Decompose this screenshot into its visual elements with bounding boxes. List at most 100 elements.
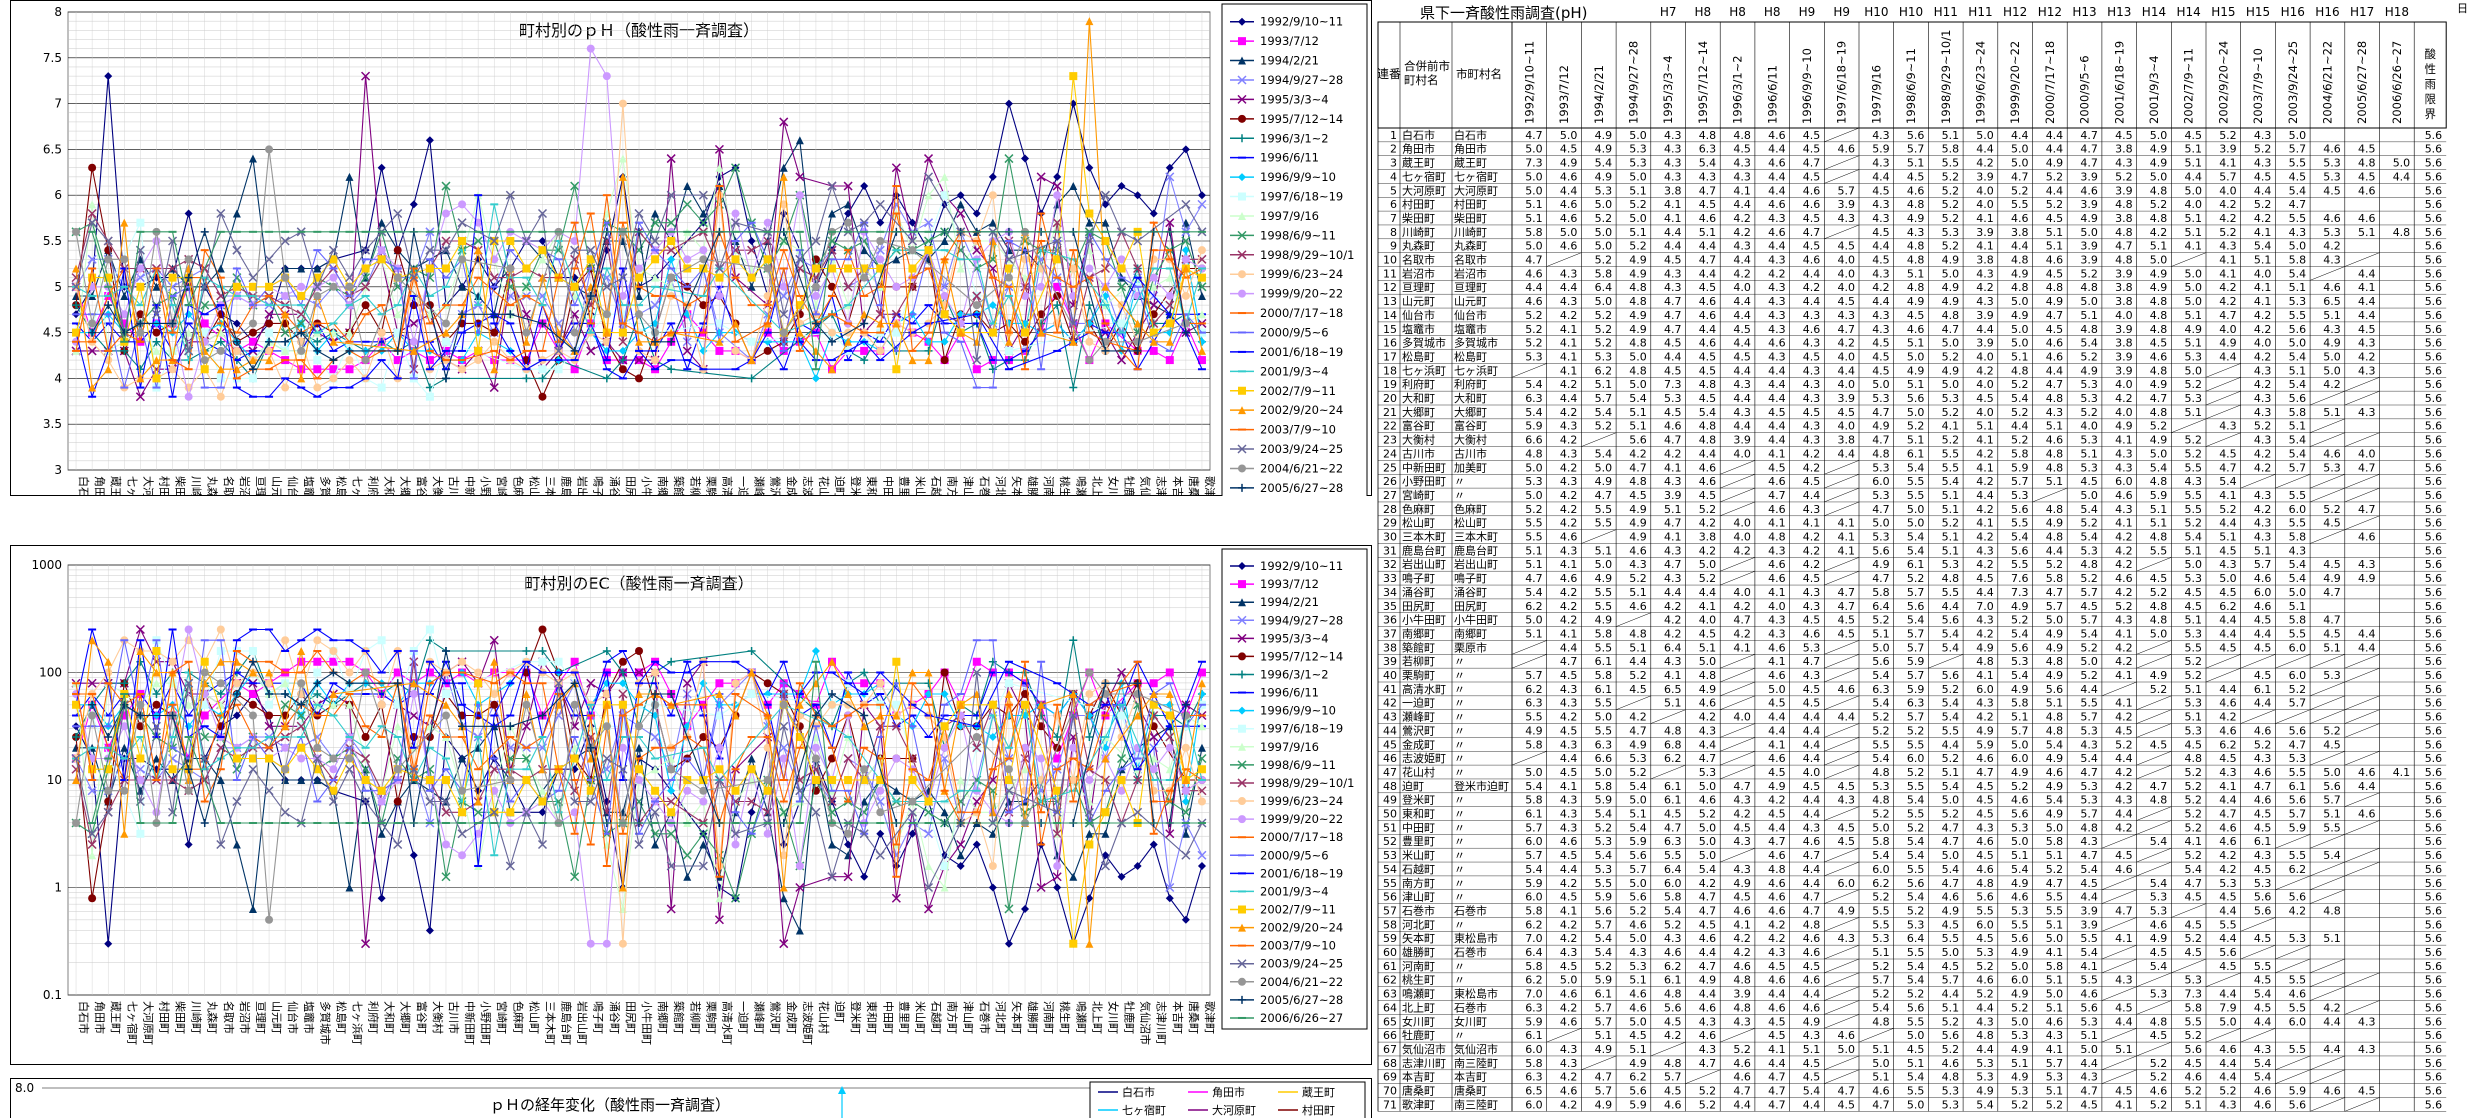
data-point [168, 753, 178, 764]
data-point [329, 786, 338, 795]
data-point [393, 246, 402, 255]
cell-value: 4.5 [1699, 281, 1717, 294]
data-point [763, 829, 772, 838]
cell-value: 5.7 [2289, 143, 2307, 156]
data-point [329, 657, 338, 666]
row-name: 松島町 [1454, 349, 1487, 363]
data-point [618, 743, 627, 752]
cell-value: 4.3 [1664, 170, 1682, 183]
data-point [297, 365, 306, 374]
x-tick-label: 多賀城市 [318, 476, 332, 496]
data-point [683, 255, 692, 264]
data-point [490, 365, 499, 374]
legend-swatch-marker [1238, 905, 1246, 914]
data-point [474, 679, 483, 688]
x-tick-label: 亘理町 [254, 476, 267, 496]
cell-value: 5.2 [2080, 517, 2098, 530]
cell-value: 4.8 [2115, 254, 2133, 267]
cell-value: 4.2 [1976, 475, 1994, 488]
cell-value: 5.7 [2219, 170, 2237, 183]
cell-value: 5.1 [1942, 503, 1960, 516]
data-point [152, 337, 161, 346]
data-point [393, 346, 402, 355]
data-point [682, 346, 692, 356]
data-point [1197, 346, 1206, 355]
data-point [570, 754, 579, 763]
cell-value: 4.3 [2254, 129, 2272, 142]
data-point [265, 668, 274, 677]
cell-value: 4.3 [2254, 434, 2272, 447]
table-row: 6 村田町 村田町 5.1 4.6 5.0 5.2 4.1 4.5 4.4 4.6 4.6 3.9 4.3… [1390, 197, 2442, 211]
cell-value: 4.4 [1664, 240, 1682, 253]
data-point [313, 337, 322, 346]
data-point [441, 319, 450, 328]
data-point [1100, 190, 1110, 200]
cell-value: 4.6 [1803, 198, 1821, 211]
cell-value: 6.0 [2289, 503, 2307, 516]
data-point [1197, 356, 1206, 365]
data-point [329, 273, 338, 282]
data-point [393, 722, 402, 731]
x-tick-label: 大河原町 [141, 476, 155, 496]
data-point [988, 808, 997, 817]
data-point [441, 872, 451, 882]
data-point [281, 383, 290, 392]
data-point [1165, 300, 1175, 310]
col-header-limit: 性 [2424, 62, 2436, 76]
data-point [152, 328, 161, 337]
cell-value: 5.6 [2011, 503, 2029, 516]
data-point [216, 690, 225, 698]
data-point [136, 319, 145, 328]
cell-value: 5.2 [1595, 212, 1613, 225]
data-point [329, 668, 338, 677]
cell-value: 4.0 [2219, 184, 2237, 197]
cell-value: 4.6 [1768, 226, 1786, 239]
data-point [1197, 668, 1206, 677]
series-line [75, 671, 1203, 910]
data-point [393, 797, 402, 806]
row-index: 2 [1390, 143, 1397, 156]
cell-value: 4.6 [1803, 254, 1821, 267]
empty-cell-slash [2205, 432, 2241, 447]
table-row: 12 亘理町 亘理町 4.4 4.4 6.4 4.8 4.3 4.5 4.0 4.3 4.2 4.0 4.… [1383, 281, 2442, 294]
x-tick-label: 南郷町 [656, 476, 670, 496]
data-point [184, 840, 193, 849]
data-point [1004, 254, 1014, 264]
table-row: 15 塩竈市 塩竈市 5.2 4.1 5.2 4.9 4.7 4.4 4.5 4.3 4.6 4.7 4.… [1383, 322, 2442, 336]
cell-value: 5.4 [2289, 434, 2307, 447]
data-point [1181, 291, 1190, 300]
cell-value: 5.2 [1907, 420, 1925, 433]
cell-value: 5.5 [2289, 212, 2307, 225]
data-point [168, 319, 177, 328]
row-name: 〃 [1454, 475, 1465, 488]
cell-value: 4.5 [1872, 254, 1890, 267]
x-tick-label: 石越町 [930, 476, 944, 496]
data-point [602, 328, 611, 337]
row-name: 色麻町 [1454, 502, 1487, 516]
cell-value: 4.3 [2219, 240, 2237, 253]
data-point [393, 310, 402, 319]
date-header: 2001/6/18~19 [2112, 41, 2126, 124]
data-point [168, 765, 177, 774]
data-point [618, 700, 627, 709]
data-point [313, 291, 322, 300]
data-point [1117, 753, 1127, 764]
x-tick-label: 涌谷町 [608, 476, 621, 496]
data-point [120, 346, 129, 355]
y-tick-label: 10 [47, 773, 62, 787]
cell-value: 5.0 [1525, 489, 1543, 502]
data-point [699, 255, 708, 264]
data-point [1133, 690, 1142, 698]
data-point [972, 667, 982, 678]
data-point [538, 657, 547, 666]
y-tick-label: 7 [54, 97, 62, 111]
cell-value: 5.1 [1629, 420, 1647, 433]
data-point [200, 657, 209, 666]
cell-value: 4.8 [1907, 254, 1925, 267]
cell-value: 4.8 [2011, 254, 2029, 267]
data-point [232, 754, 241, 763]
row-index: 11 [1383, 267, 1397, 280]
x-tick-label: 岩沼市 [238, 476, 252, 496]
data-point [635, 310, 643, 319]
cell-value: 5.1 [1629, 406, 1647, 419]
